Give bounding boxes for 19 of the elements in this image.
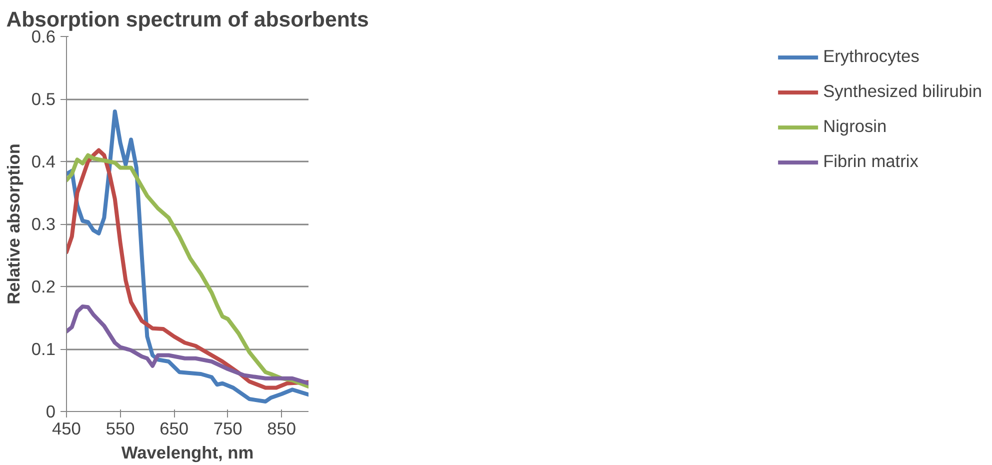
legend-label: Nigrosin [823,116,887,137]
line-series [66,110,308,404]
y-tick-label: 0.5 [31,89,56,109]
y-tick-label: 0.3 [31,214,56,234]
legend-label: Fibrin matrix [823,151,918,172]
line-series [66,304,308,386]
y-tick-label: 0.1 [31,339,56,359]
x-tick-label: 850 [267,418,296,438]
y-tick-label: 0.2 [31,276,56,296]
x-axis-title: Wavelenght, nm [121,442,254,462]
x-tick-label: 450 [52,418,81,438]
x-tick-label: 550 [106,418,135,438]
legend-label: Synthesized bilirubin [823,81,982,102]
legend-label: Erythrocytes [823,46,920,67]
x-tick-label: 750 [213,418,242,438]
y-axis-title: Relative absorption [3,144,24,304]
y-tick-label: 0.4 [31,152,56,172]
y-tick-label: 0 [46,402,56,422]
x-tick-label: 650 [160,418,189,438]
